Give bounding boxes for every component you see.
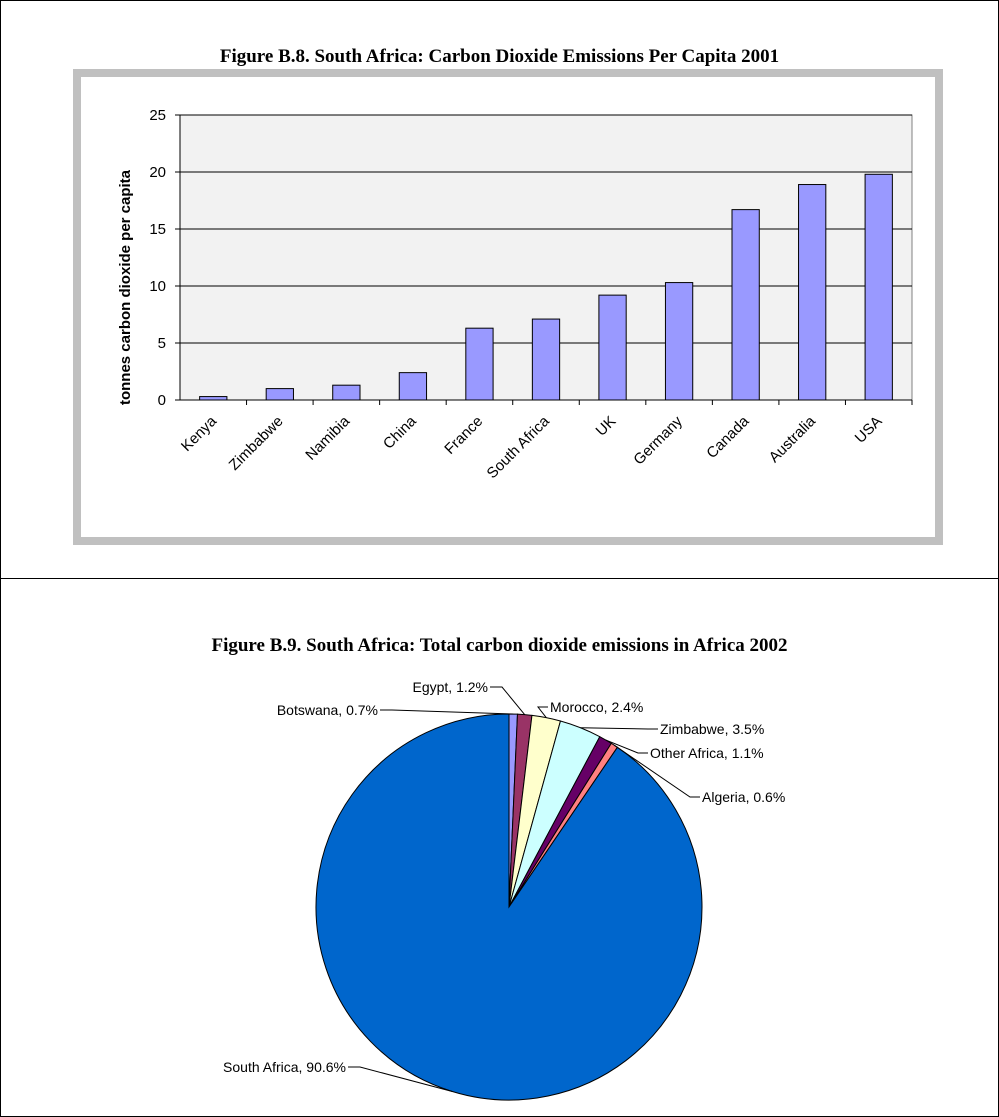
bar-australia [798,184,827,401]
y-tick-label: 25 [149,107,166,124]
figure-divider [0,578,999,579]
pie-label: South Africa, 90.6% [223,1059,346,1075]
y-tick-label: 15 [149,221,166,238]
leader-line [614,744,700,798]
y-tick-label: 5 [158,335,166,352]
y-axis-label: tonnes carbon dioxide per capita [117,169,134,405]
pie-label: Morocco, 2.4% [550,699,643,715]
leader-line [536,706,548,718]
leader-line [490,686,526,715]
y-tick-label: 20 [149,164,166,181]
pie-label: Zimbabwe, 3.5% [660,721,764,737]
bar-france [465,327,494,401]
leader-line [380,709,514,715]
x-tick-label: Australia [766,412,820,466]
x-tick-label: China [380,412,420,452]
x-tick-label: Namibia [302,412,353,463]
x-tick-label: Kenya [178,412,221,455]
bar-south-africa [531,318,561,401]
leader-line [605,739,648,754]
x-tick-label: Zimbabwe [226,413,287,474]
pie-label: Other Africa, 1.1% [650,745,764,761]
bar-china [398,372,428,401]
pie-label: Algeria, 0.6% [702,789,785,805]
bar-uk [598,294,627,401]
y-tick-label: 10 [149,278,166,295]
bar-chart-title: Figure B.8. South Africa: Carbon Dioxide… [219,46,780,67]
bar-usa [864,173,893,401]
x-tick-label: South Africa [484,412,554,482]
leader-line [348,1066,453,1092]
leader-line [580,727,658,730]
x-tick-label: USA [852,413,886,447]
x-tick-label: Canada [703,412,753,462]
bar-namibia [332,384,361,401]
pie-label: Egypt, 1.2% [413,679,489,695]
bar-zimbabwe [265,388,294,401]
x-tick-label: UK [593,413,620,440]
pie-label: Botswana, 0.7% [277,702,378,718]
x-tick-label: Germany [630,412,686,468]
pie-chart-title: Figure B.9. South Africa: Total carbon d… [211,635,788,656]
y-tick-label: 0 [158,392,166,409]
x-tick-label: France [441,413,486,458]
bar-germany [664,282,694,401]
bar-kenya [199,396,228,401]
bar-canada [731,209,760,401]
pie-slice-south-africa [315,713,703,1101]
